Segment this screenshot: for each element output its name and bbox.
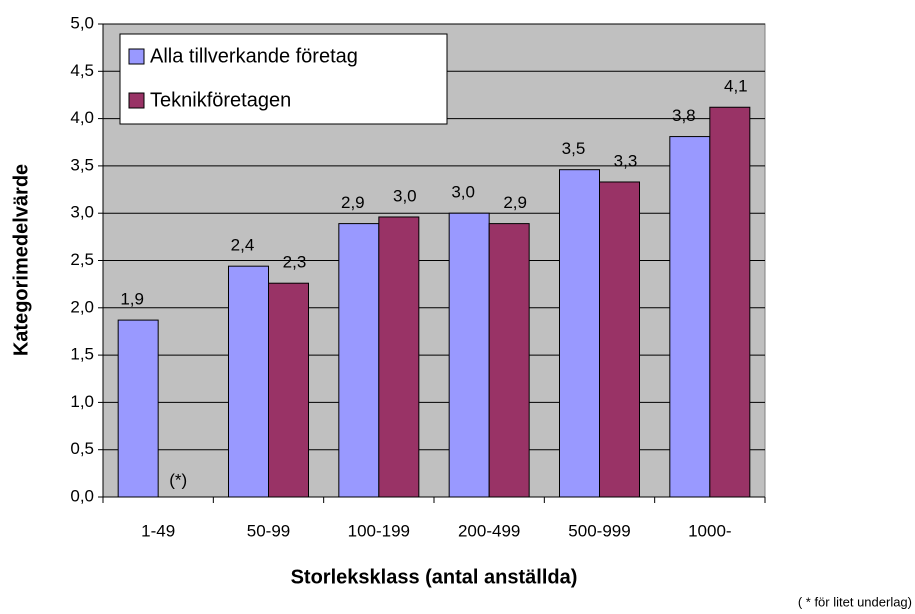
value-label: 3,0 — [393, 186, 417, 205]
bar — [559, 169, 600, 498]
y-tick-label: 2,0 — [70, 297, 94, 316]
bar — [709, 106, 751, 498]
value-label: 1,9 — [120, 290, 144, 309]
y-tick-label: 4,0 — [70, 108, 94, 127]
y-tick-label: 1,5 — [70, 345, 94, 364]
y-tick-label: 3,0 — [70, 203, 94, 222]
x-tick-label: 500-999 — [568, 521, 630, 540]
value-label: 2,9 — [341, 193, 365, 212]
value-label: 3,5 — [562, 139, 586, 158]
x-tick-label: 1000- — [688, 521, 731, 540]
value-label: 4,1 — [724, 77, 748, 96]
annotation: (*) — [169, 470, 187, 489]
bar — [117, 319, 159, 498]
legend-swatch — [128, 48, 145, 65]
bar — [669, 136, 711, 498]
y-tick-label: 3,5 — [70, 155, 94, 174]
x-tick-label: 1-49 — [141, 521, 175, 540]
bar — [448, 212, 490, 498]
y-tick-label: 0,5 — [70, 439, 94, 458]
value-label: 3,3 — [614, 151, 638, 170]
value-label: 2,3 — [283, 253, 307, 272]
value-label: 3,8 — [672, 106, 696, 125]
y-tick-label: 2,5 — [70, 250, 94, 269]
legend-label: Teknikföretagen — [150, 89, 291, 111]
x-tick-label: 100-199 — [348, 521, 410, 540]
bar — [338, 223, 380, 498]
value-label: 2,4 — [231, 236, 255, 255]
legend-box — [119, 33, 448, 125]
y-tick-label: 0,0 — [70, 486, 94, 505]
legend-label: Alla tillverkande företag — [150, 45, 358, 67]
x-tick-label: 50-99 — [247, 521, 290, 540]
bar — [599, 181, 640, 498]
x-tick-label: 200-499 — [458, 521, 520, 540]
bar — [488, 223, 530, 498]
bar — [228, 265, 269, 498]
legend-swatch — [128, 92, 145, 109]
y-tick-label: 5,0 — [70, 13, 94, 32]
value-label: 3,0 — [451, 183, 475, 202]
y-axis-title: Kategorimedelvärde — [10, 164, 32, 356]
value-label: 2,9 — [503, 193, 527, 212]
x-axis-title: Storleksklass (antal anställda) — [291, 566, 578, 588]
bar — [378, 216, 420, 498]
y-tick-label: 4,5 — [70, 61, 94, 80]
footnote: ( * för litet underlag) — [798, 594, 912, 609]
y-tick-label: 1,0 — [70, 392, 94, 411]
bar — [268, 282, 309, 498]
